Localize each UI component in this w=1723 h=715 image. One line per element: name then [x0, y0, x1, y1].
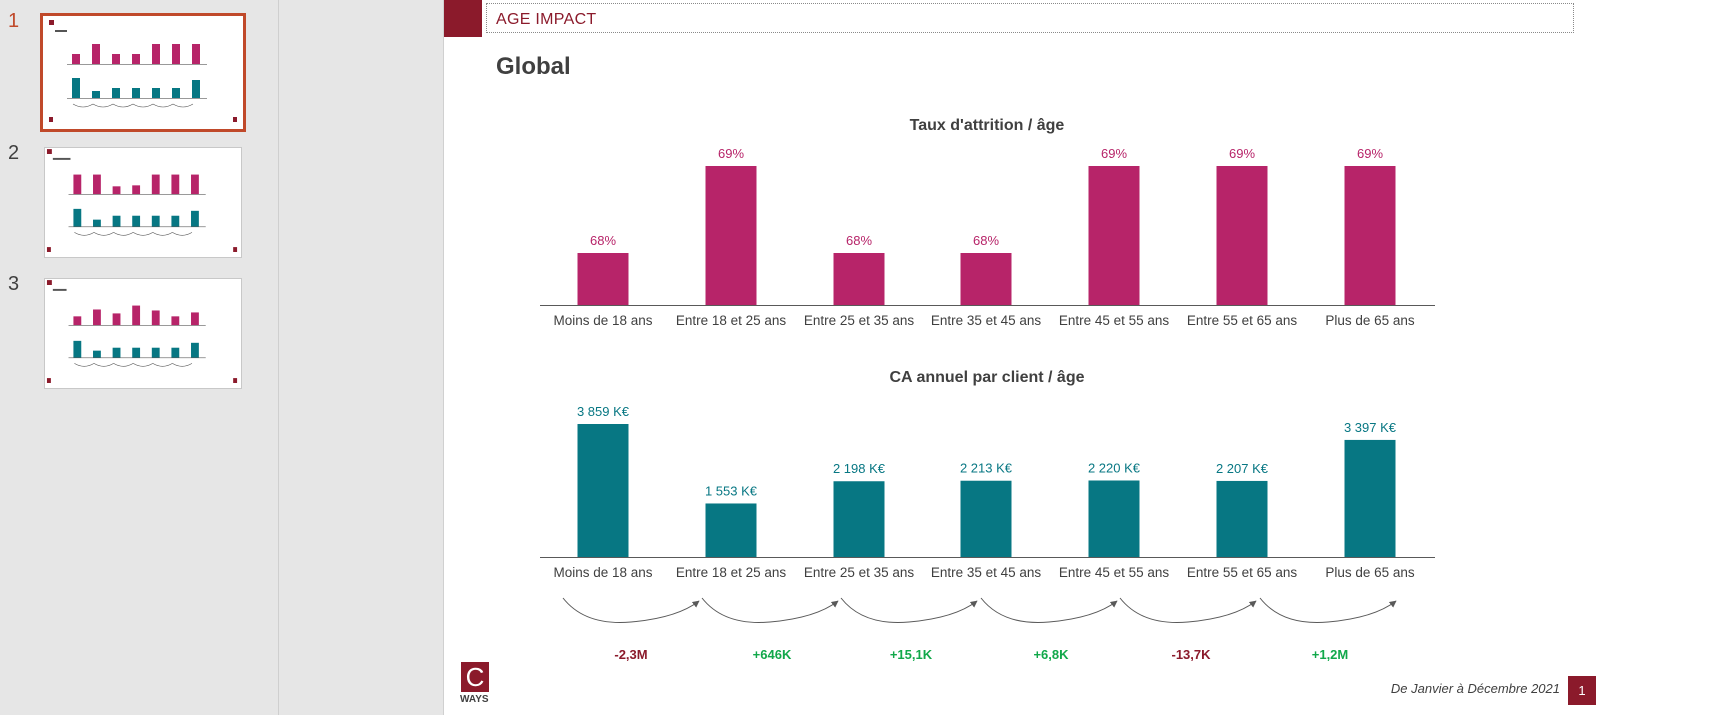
delta-label-6: +1,2M — [1312, 647, 1349, 662]
chart-1-data-label-7: 69% — [1357, 146, 1383, 161]
chart-1-data-label-3: 68% — [846, 233, 872, 248]
slide-thumbnail-pane: 1 2 — [0, 0, 279, 715]
chart-1-tick-label-7: Plus de 65 ans — [1325, 313, 1415, 328]
slide-title: Global — [496, 53, 571, 80]
chart-1-bar-7 — [1344, 166, 1396, 305]
page-number-badge: 1 — [1568, 676, 1596, 705]
header-title: AGE IMPACT — [496, 11, 597, 28]
chart-2-data-label-5: 2 220 K€ — [1088, 460, 1141, 475]
chart-1-tick-label-3: Entre 25 et 35 ans — [804, 313, 915, 328]
chart-2-bar-7 — [1344, 439, 1396, 557]
chart-2-bar-2 — [705, 503, 757, 557]
chart-1-marks: 68% Moins de 18 ans 69% Entre 18 et 25 ans 6… — [540, 146, 1435, 328]
delta-label-4: +6,8K — [1033, 647, 1069, 662]
chart-2-data-label-2: 1 553 K€ — [705, 483, 758, 498]
header-textbox[interactable] — [486, 3, 1574, 33]
chart-1-title: Taux d'attrition / âge — [910, 117, 1065, 134]
chart-2-bar-5 — [1088, 480, 1140, 557]
chart-2-tick-label-3: Entre 25 et 35 ans — [804, 565, 915, 580]
chart-2-tick-label-2: Entre 18 et 25 ans — [676, 565, 787, 580]
chart-1-bar-5 — [1088, 166, 1140, 305]
charts-area: Taux d'attrition / âge CA annuel par cli… — [540, 117, 1435, 662]
chart-1-bar-6 — [1216, 166, 1268, 305]
chart-2-bar-3 — [833, 481, 885, 557]
delta-arrow-5 — [1119, 597, 1257, 623]
chart-1-data-label-6: 69% — [1229, 146, 1255, 161]
header-accent-block — [444, 0, 482, 37]
chart-2-marks: 3 859 K€ Moins de 18 ans 1 553 K€ Entre 18 … — [540, 404, 1435, 580]
delta-label-5: -13,7K — [1171, 647, 1211, 662]
chart-2-bar-4 — [960, 480, 1012, 557]
company-logo-text: WAYS — [460, 694, 489, 705]
slide-thumbnail-3[interactable] — [44, 278, 242, 389]
company-logo: C — [461, 662, 489, 692]
thumbnail-number-3: 3 — [8, 273, 20, 295]
chart-1-tick-label-2: Entre 18 et 25 ans — [676, 313, 787, 328]
chart-2-bar-6 — [1216, 480, 1268, 557]
chart-1-tick-label-6: Entre 55 et 65 ans — [1187, 313, 1298, 328]
chart-2-data-label-4: 2 213 K€ — [960, 461, 1013, 476]
delta-arrow-3 — [840, 597, 978, 623]
delta-label-2: +646K — [753, 647, 792, 662]
thumbnail-number-2: 2 — [8, 142, 20, 164]
chart-2-tick-label-1: Moins de 18 ans — [553, 565, 652, 580]
chart-1-bar-3 — [833, 253, 885, 305]
chart-1-data-label-2: 69% — [718, 146, 744, 161]
chart-1-data-label-1: 68% — [590, 233, 616, 248]
chart-2-tick-label-4: Entre 35 et 45 ans — [931, 565, 1042, 580]
footer-date-range: De Janvier à Décembre 2021 — [1390, 681, 1560, 696]
chart-2-data-label-3: 2 198 K€ — [833, 461, 886, 476]
chart-1-tick-label-1: Moins de 18 ans — [553, 313, 652, 328]
thumbnail-number-1: 1 — [8, 10, 20, 32]
chart-1-tick-label-5: Entre 45 et 55 ans — [1059, 313, 1170, 328]
chart-2-title: CA annuel par client / âge — [889, 369, 1084, 386]
delta-arrow-6 — [1259, 597, 1397, 623]
chart-2-bar-1 — [577, 424, 629, 557]
chart-2-tick-label-7: Plus de 65 ans — [1325, 565, 1415, 580]
chart-1-bar-1 — [577, 253, 629, 305]
delta-label-1: -2,3M — [614, 647, 647, 662]
slide-thumbnail-1[interactable] — [40, 13, 246, 132]
chart-2-tick-label-5: Entre 45 et 55 ans — [1059, 565, 1170, 580]
chart-2-data-label-7: 3 397 K€ — [1344, 420, 1397, 435]
thumbnail-1-preview — [49, 20, 237, 122]
slide-thumbnail-2[interactable] — [44, 147, 242, 258]
delta-arrow-4 — [980, 597, 1118, 623]
thumbnail-3-preview — [46, 280, 238, 383]
chart-1-bar-4 — [960, 253, 1012, 305]
chart-2-data-label-6: 2 207 K€ — [1216, 461, 1269, 476]
chart-2-data-label-1: 3 859 K€ — [577, 404, 630, 419]
thumbnail-2-preview — [46, 149, 238, 252]
delta-arrows: -2,3M +646K +15,1K +6,8K -13,7K +1,2M — [562, 597, 1397, 662]
chart-1-data-label-5: 69% — [1101, 146, 1127, 161]
delta-label-3: +15,1K — [890, 647, 933, 662]
chart-1-tick-label-4: Entre 35 et 45 ans — [931, 313, 1042, 328]
chart-1-bar-2 — [705, 166, 757, 305]
delta-arrow-1 — [562, 597, 700, 623]
delta-arrow-2 — [701, 597, 839, 623]
chart-2-tick-label-6: Entre 55 et 65 ans — [1187, 565, 1298, 580]
slide-canvas[interactable]: AGE IMPACT Global Taux d'attrition / âge… — [443, 0, 1723, 715]
editor-background — [279, 0, 442, 715]
chart-1-data-label-4: 68% — [973, 233, 999, 248]
